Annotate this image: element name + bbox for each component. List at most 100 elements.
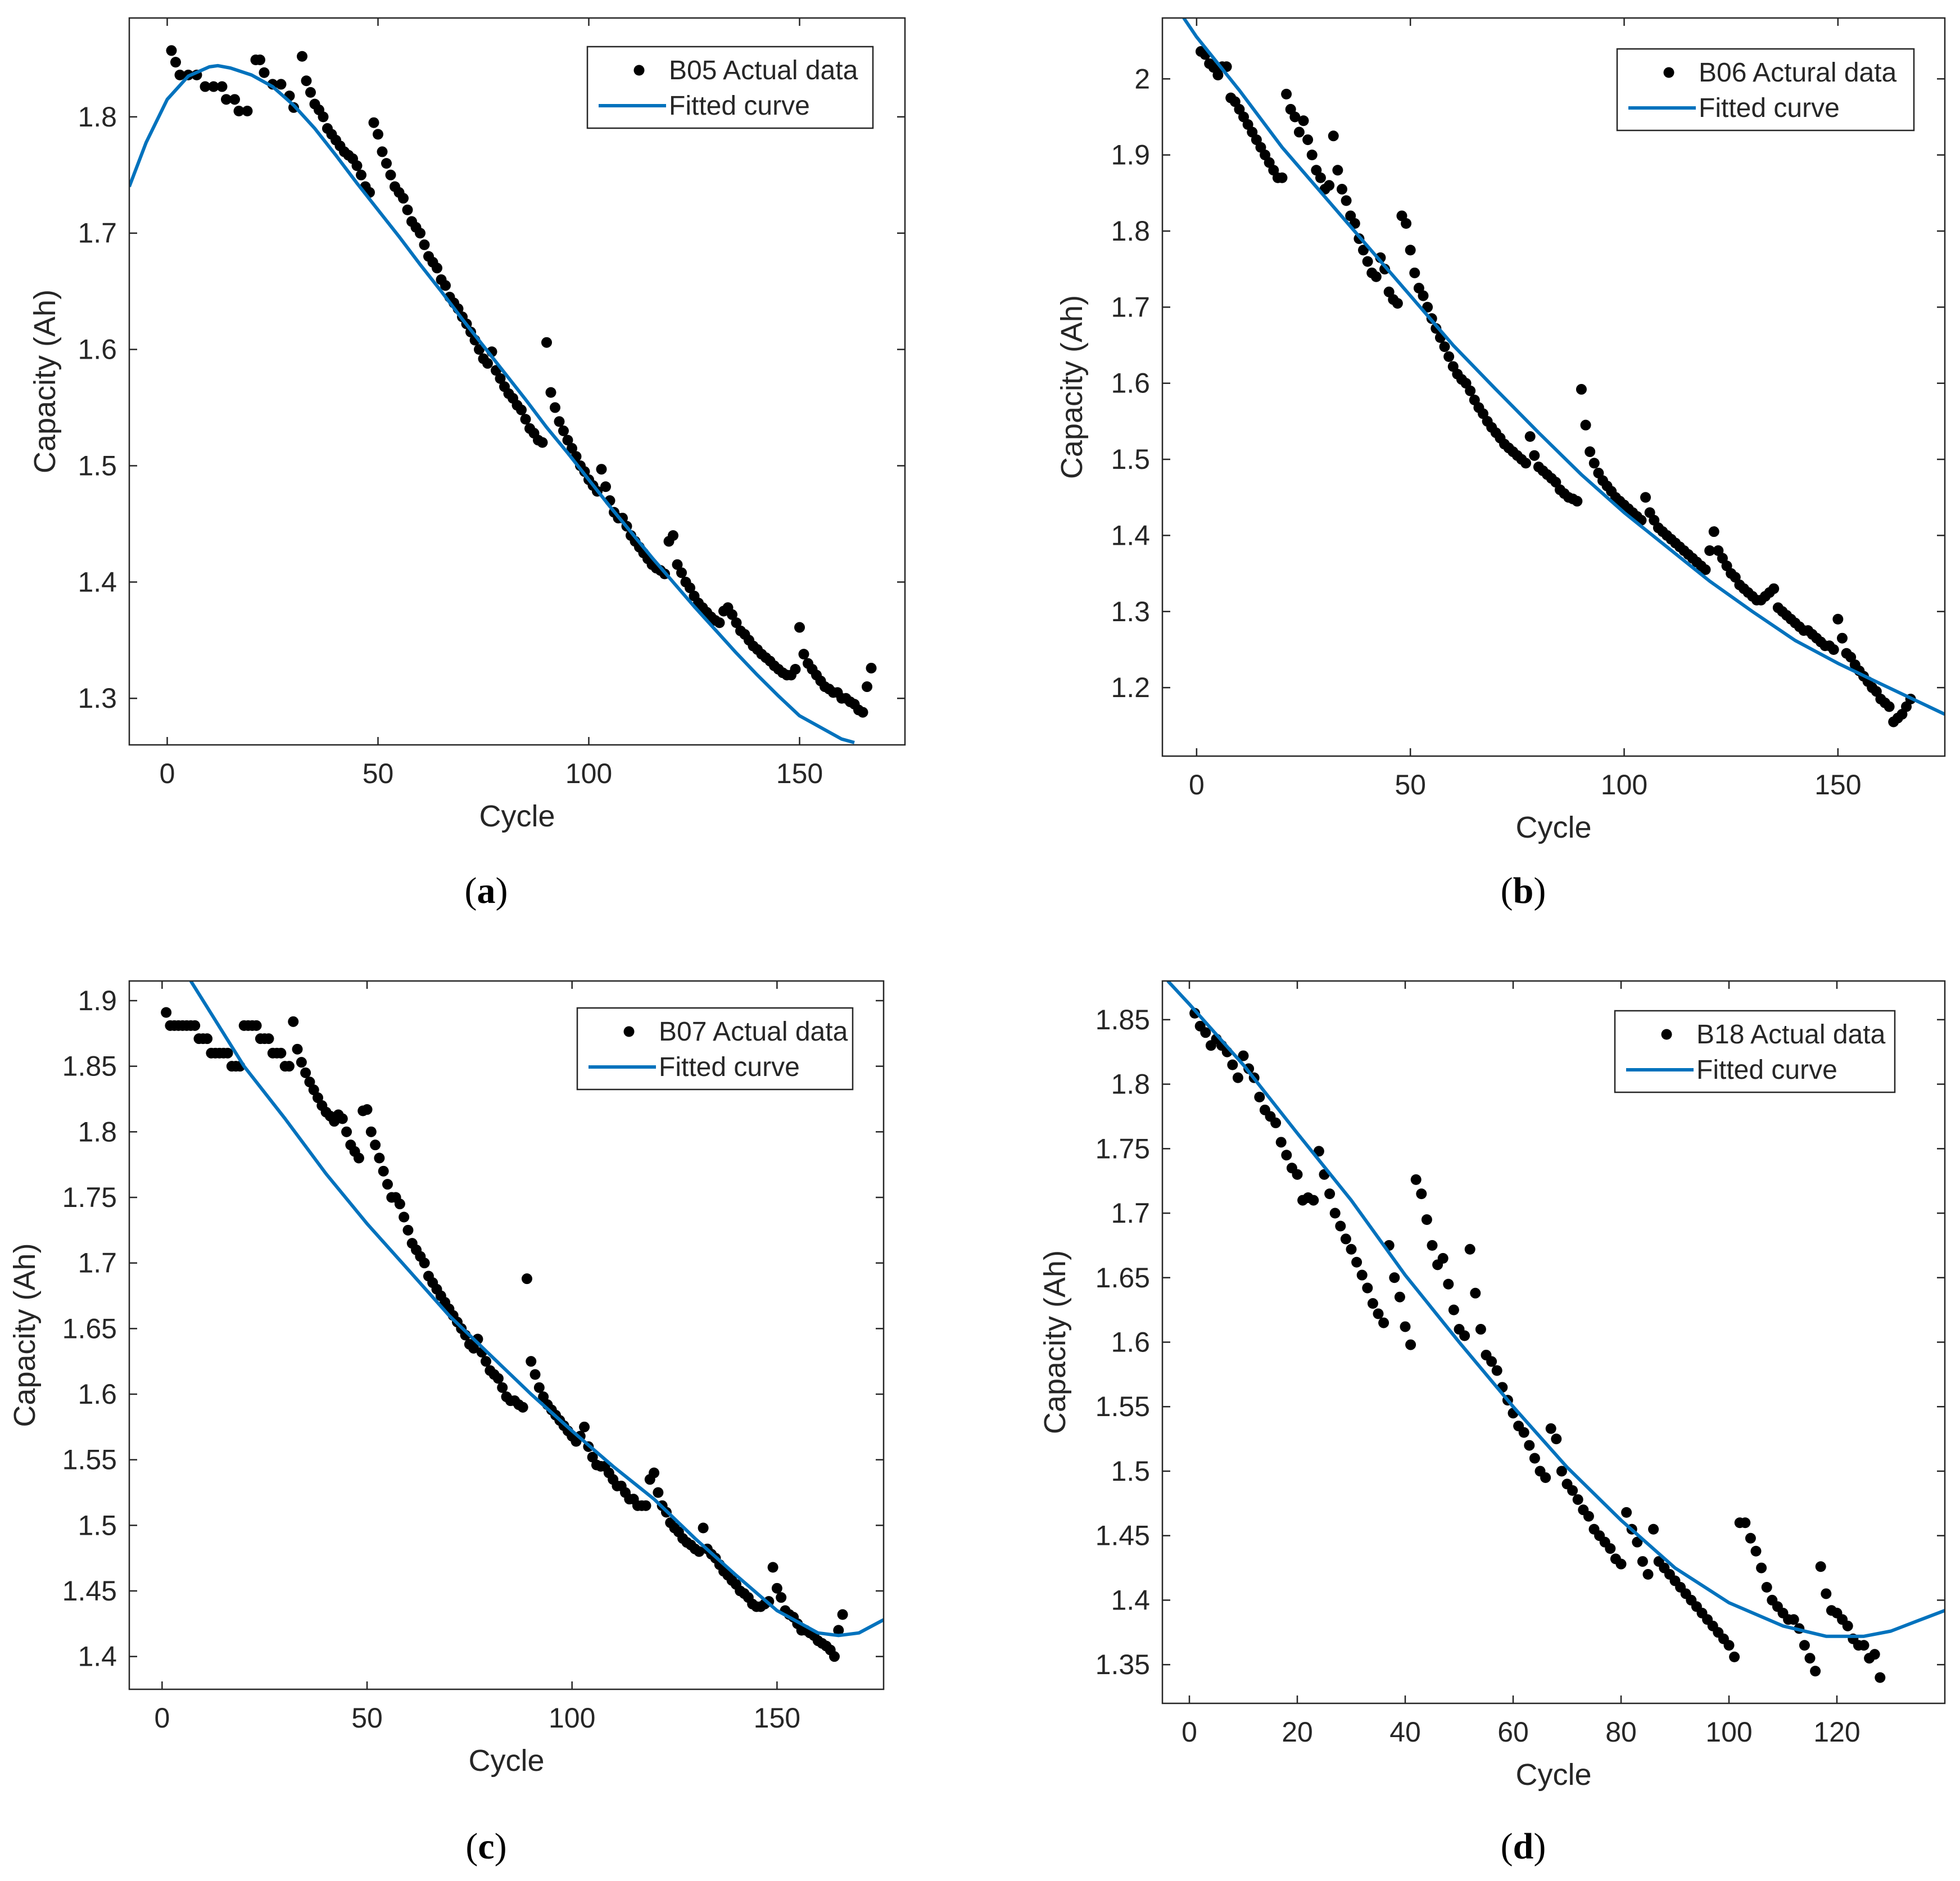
legend-entry-fitted: Fitted curve [1696, 1055, 1837, 1085]
data-point [1422, 301, 1433, 313]
data-point [1875, 1672, 1886, 1683]
data-point [283, 1061, 295, 1072]
x-tick-label: 50 [363, 758, 394, 789]
data-point [468, 1342, 479, 1354]
y-tick-label: 1.65 [62, 1313, 117, 1344]
data-point [1756, 1562, 1767, 1573]
y-tick-label: 1.4 [1111, 1584, 1150, 1616]
data-point [1632, 1536, 1643, 1548]
x-tick-label: 0 [160, 758, 175, 789]
data-point [1828, 644, 1839, 655]
y-tick-label: 2 [1134, 63, 1150, 94]
data-point [1340, 1233, 1351, 1245]
data-point [1475, 1324, 1486, 1335]
y-tick-label: 1.3 [78, 682, 117, 714]
y-tick-label: 1.85 [62, 1051, 117, 1082]
axes-box [1161, 17, 1946, 757]
legend-box [1616, 48, 1915, 132]
data-point [857, 707, 868, 718]
data-point [520, 414, 531, 425]
data-point [529, 1369, 541, 1380]
y-axis-label: Capacity (Ah) [28, 290, 62, 473]
data-point [1302, 134, 1314, 146]
x-tick-label: 0 [1189, 769, 1205, 801]
data-point [353, 1152, 364, 1164]
data-point [829, 1651, 840, 1662]
data-point [731, 617, 742, 628]
data-point [1373, 1308, 1384, 1319]
data-point [1745, 1532, 1756, 1544]
x-tick-label: 50 [351, 1702, 383, 1734]
data-point [1418, 290, 1429, 301]
data-point [833, 1625, 844, 1636]
data-point [562, 435, 573, 446]
data-point [356, 169, 366, 180]
x-axis-label: Cycle [1515, 1758, 1591, 1792]
data-point [202, 1033, 213, 1045]
data-point [1378, 1317, 1389, 1328]
data-point [318, 111, 329, 123]
data-point [1254, 1092, 1265, 1103]
data-point [221, 94, 232, 105]
panel-label-c: (c) [465, 1826, 506, 1867]
data-point [685, 582, 695, 594]
data-point [368, 117, 379, 128]
data-point [385, 169, 396, 180]
legend-marker-points [1663, 67, 1674, 78]
y-tick-label: 1.8 [1111, 215, 1150, 247]
data-point [1443, 351, 1455, 362]
panel-label-b: (b) [1501, 870, 1546, 911]
x-tick-label: 100 [1705, 1716, 1752, 1748]
chart-panel-b: 0 50 100 150 1.2 1.3 1.4 1.5 1.6 1.7 1.8 1.9 2 Cycle C… [1055, 17, 1946, 911]
y-tick-label: 1.7 [1111, 291, 1150, 323]
data-point [1518, 1427, 1529, 1438]
x-tick-label: 0 [1182, 1716, 1197, 1748]
series-actual-data [1195, 46, 1916, 727]
data-point [365, 1126, 377, 1137]
data-point [229, 94, 240, 105]
x-tick-label: 80 [1605, 1716, 1637, 1748]
x-tick-label: 150 [754, 1702, 800, 1734]
data-point [1212, 70, 1224, 81]
data-point [1308, 1195, 1319, 1206]
data-point [292, 1043, 303, 1055]
y-tick-label: 1.9 [1111, 139, 1150, 171]
legend-box [1614, 1010, 1896, 1093]
legend-marker-points [1661, 1029, 1672, 1040]
data-point [541, 337, 552, 348]
data-point [1346, 1244, 1357, 1255]
data-point [288, 1016, 299, 1027]
y-tick-label: 1.75 [1096, 1133, 1150, 1164]
data-point [1750, 1545, 1762, 1557]
data-point [242, 106, 253, 117]
data-point [474, 344, 485, 355]
y-tick-label: 1.8 [78, 1116, 117, 1147]
data-point [790, 664, 801, 675]
panel-label-a: (a) [465, 870, 508, 911]
data-point [361, 1104, 373, 1115]
y-axis-label: Capacity (Ah) [8, 1243, 42, 1427]
data-point [1540, 1472, 1551, 1483]
data-point [1464, 1244, 1475, 1255]
data-point [492, 1373, 504, 1384]
data-point [1336, 184, 1347, 195]
data-point [587, 1452, 598, 1463]
data-point [1605, 1543, 1616, 1554]
data-point [373, 129, 383, 140]
data-point [1520, 458, 1532, 469]
data-point [440, 280, 451, 291]
data-point [1292, 1169, 1303, 1180]
data-point [1275, 1137, 1287, 1148]
data-point [1405, 245, 1416, 256]
data-point [398, 193, 409, 204]
y-tick-label: 1.75 [62, 1182, 117, 1213]
data-point [1788, 1614, 1799, 1625]
data-point [1580, 419, 1591, 431]
data-point [676, 567, 687, 578]
data-point [1448, 1304, 1459, 1315]
data-point [526, 1356, 537, 1367]
legend-box [586, 46, 874, 129]
y-tick-label: 1.55 [62, 1444, 117, 1476]
data-point [1821, 1588, 1832, 1599]
data-point [1640, 492, 1651, 503]
